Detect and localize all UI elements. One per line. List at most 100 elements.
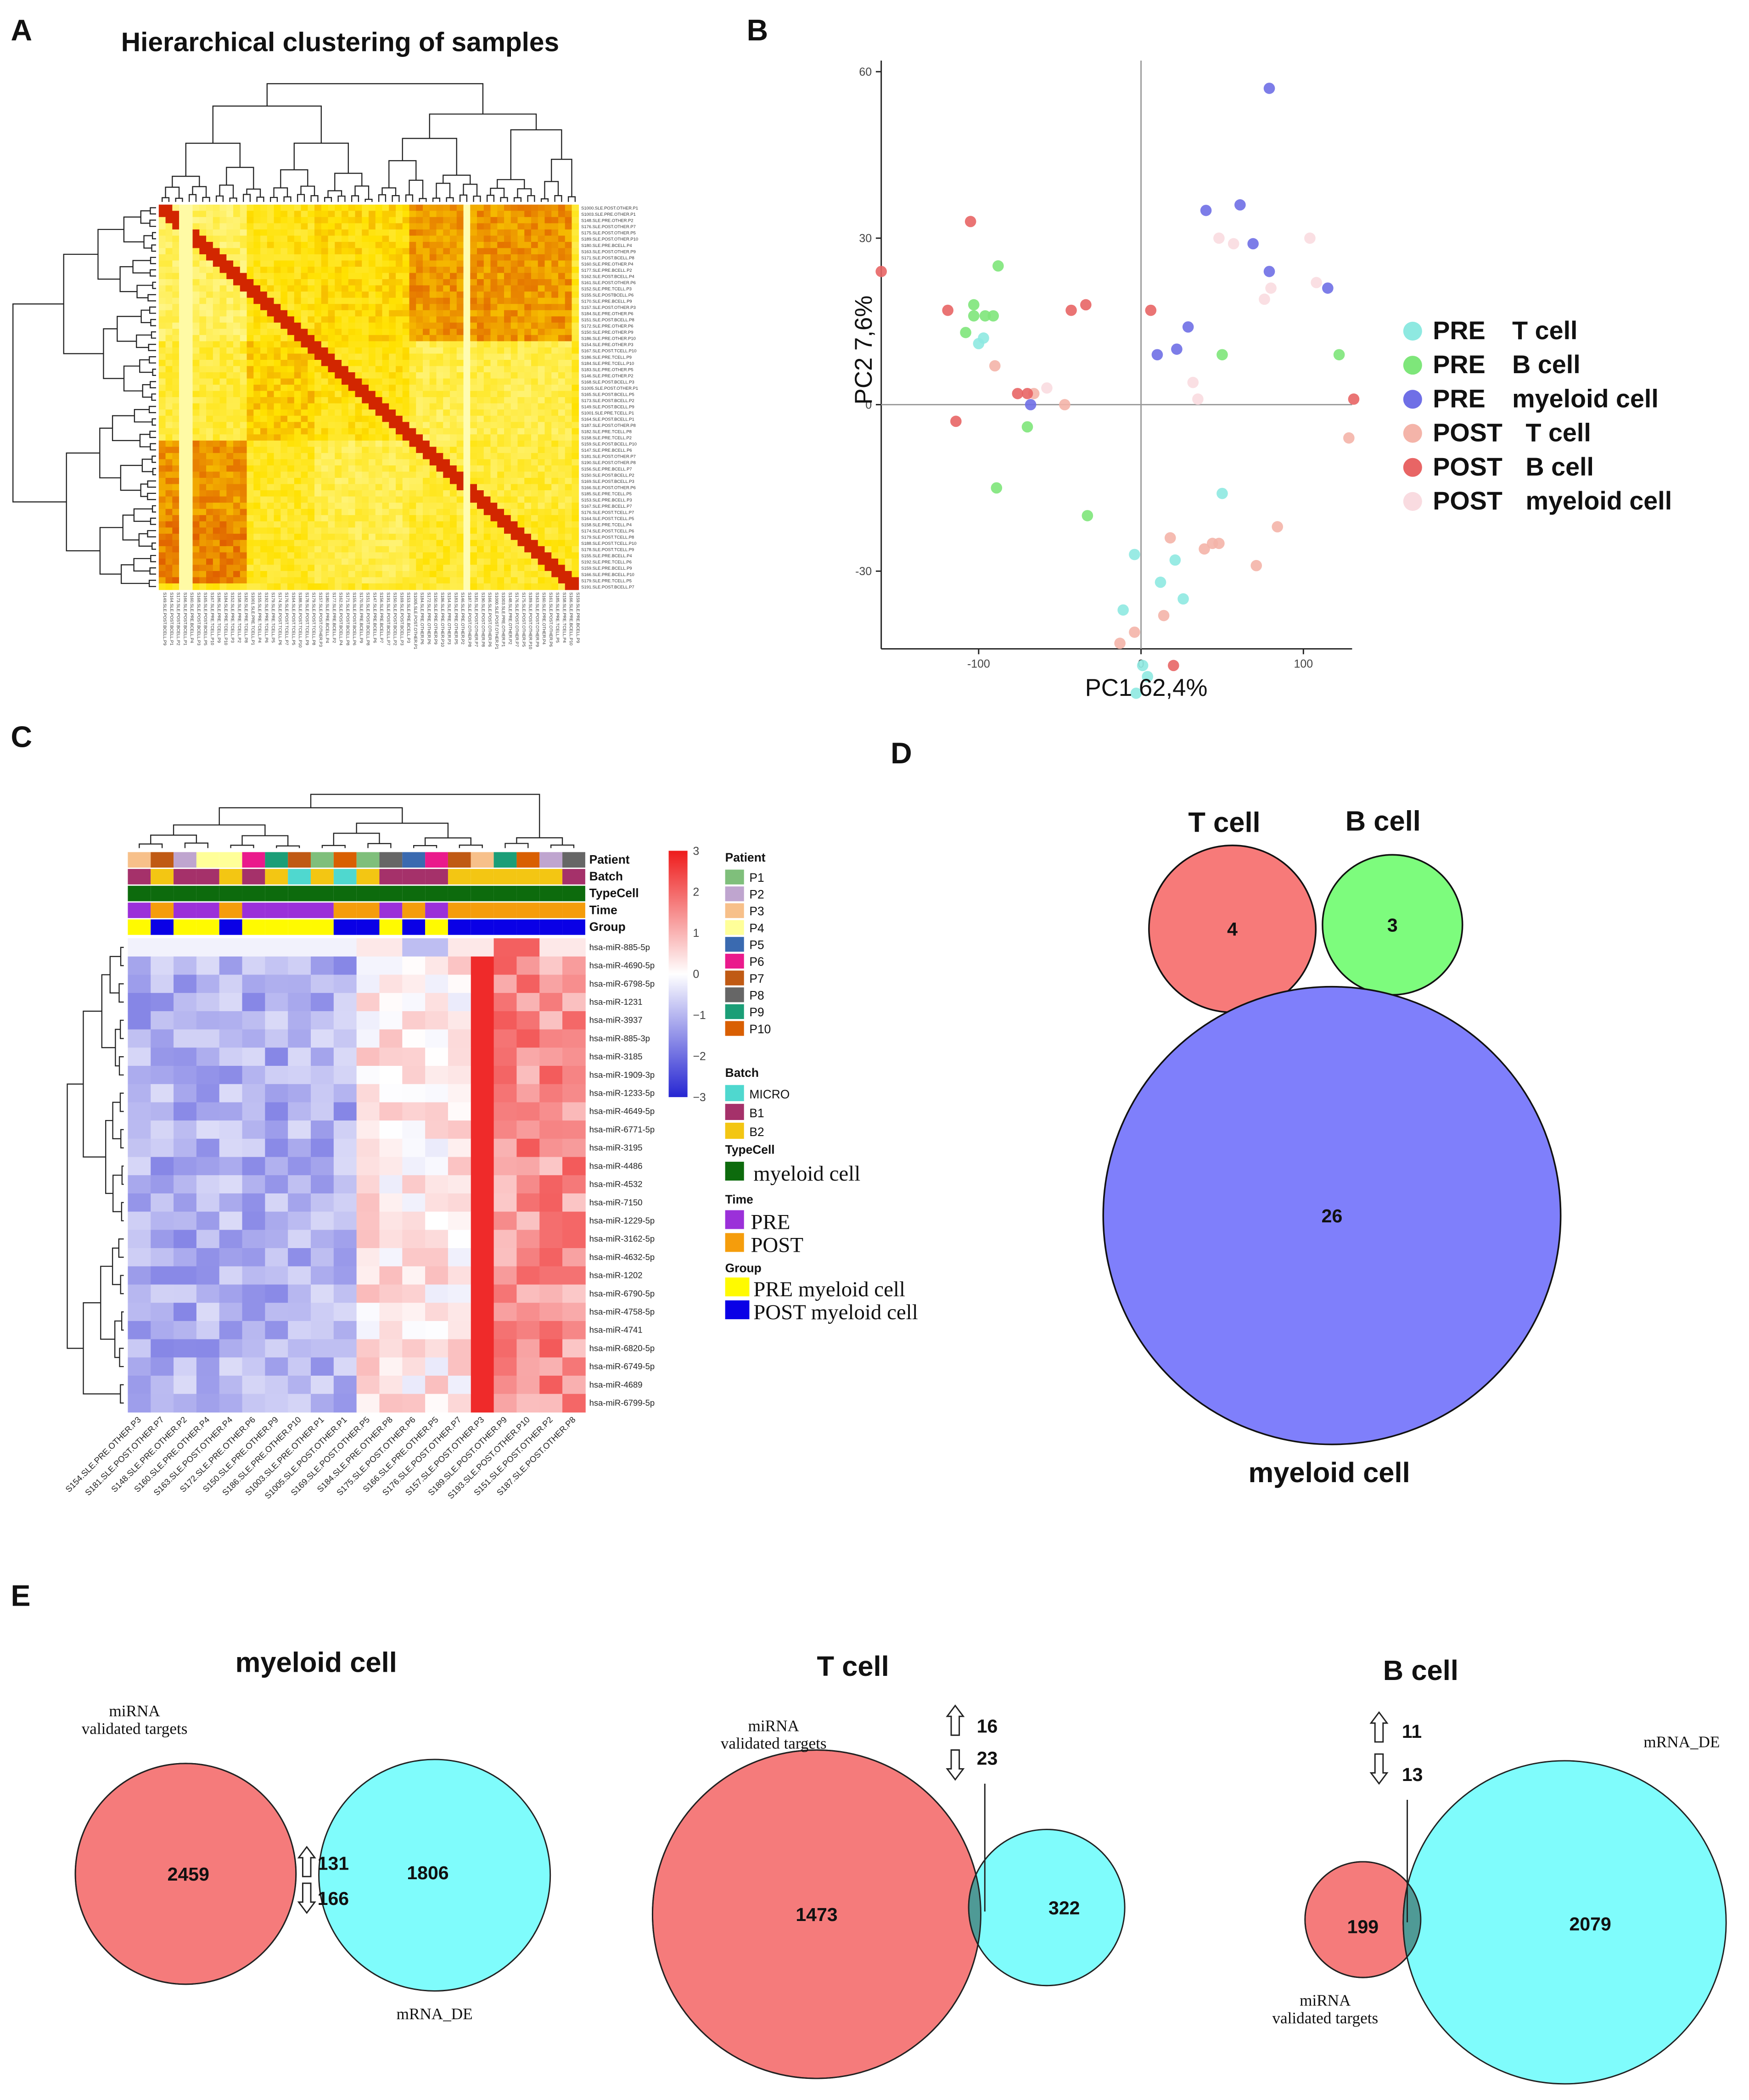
pca-point <box>1343 432 1355 444</box>
heatmap-a-cell <box>213 267 220 274</box>
heatmap-a-cell <box>199 260 207 267</box>
heatmap-a-cell <box>477 316 484 323</box>
heatmap-a-cell <box>240 378 247 385</box>
heatmap-a-cell <box>409 440 417 448</box>
heatmap-a-cell <box>233 521 241 528</box>
heatmap-a-cell <box>402 335 410 342</box>
heatmap-a-cell <box>396 279 403 286</box>
heatmap-a-cell <box>328 459 336 466</box>
heatmap-a-cell <box>280 297 288 305</box>
heatmap-a-cell <box>226 527 234 534</box>
legend-group-swatch <box>725 1300 750 1320</box>
heatmap-a-cell <box>348 366 356 373</box>
heatmap-a-cell <box>497 229 505 236</box>
heatmap-a-cell <box>416 254 423 261</box>
heatmap-a-cell <box>463 316 471 323</box>
heatmap-a-cell <box>531 521 538 528</box>
heatmap-a-cell <box>253 471 261 478</box>
heatmap-a-cell <box>463 341 471 348</box>
heatmap-a-cell <box>233 415 241 423</box>
heatmap-a-cell <box>572 490 579 497</box>
heatmap-a-cell <box>389 447 396 454</box>
heatmap-a-cell <box>321 434 329 441</box>
heatmap-a-cell <box>294 241 302 249</box>
heatmap-a-row-label: S158.SLE.PRE.TCELL.P2 <box>581 436 632 440</box>
heatmap-a-cell <box>355 428 363 435</box>
heatmap-a-cell <box>280 229 288 236</box>
heatmap-a-cell <box>470 434 477 441</box>
heatmap-a-cell <box>504 471 511 478</box>
heatmap-a-cell <box>436 335 444 342</box>
heatmap-c-cell <box>471 1230 494 1249</box>
heatmap-a-cell <box>199 533 207 541</box>
heatmap-a-cell <box>179 478 186 485</box>
heatmap-a-cell <box>185 440 193 448</box>
pca-legend-group: PRE <box>1433 384 1485 413</box>
heatmap-a-cell <box>301 235 308 242</box>
heatmap-a-cell <box>429 235 437 242</box>
heatmap-a-cell <box>483 372 491 379</box>
heatmap-a-cell <box>538 254 545 261</box>
heatmap-a-cell <box>477 335 484 342</box>
heatmap-a-cell <box>362 571 369 578</box>
heatmap-a-cell <box>165 229 173 236</box>
heatmap-a-cell <box>450 329 457 336</box>
heatmap-c-cell <box>265 938 289 957</box>
heatmap-a-cell <box>443 353 450 360</box>
heatmap-a-cell <box>382 571 390 578</box>
heatmap-c-cell <box>562 1284 586 1304</box>
heatmap-a-cell <box>470 484 477 491</box>
heatmap-a-cell <box>199 322 207 330</box>
heatmap-a-cell <box>260 211 268 218</box>
heatmap-a-cell <box>517 378 525 385</box>
heatmap-c-cell <box>219 1321 243 1340</box>
heatmap-a-cell <box>165 235 173 242</box>
heatmap-a-cell <box>558 459 566 466</box>
heatmap-a-cell <box>294 372 302 379</box>
heatmap-a-cell <box>226 428 234 435</box>
heatmap-a-cell <box>429 478 437 485</box>
heatmap-a-cell <box>483 329 491 336</box>
heatmap-a-cell <box>409 422 417 429</box>
heatmap-a-cell <box>463 322 471 330</box>
annot-time-cell <box>333 902 357 918</box>
heatmap-a-cell <box>463 478 471 485</box>
annot-group-cell <box>219 919 242 935</box>
heatmap-a-cell <box>538 211 545 218</box>
heatmap-a-cell <box>490 409 498 416</box>
heatmap-a-cell <box>510 484 518 491</box>
heatmap-a-cell <box>382 267 390 274</box>
heatmap-a-cell <box>253 391 261 398</box>
heatmap-a-cell <box>335 565 342 571</box>
pca-point <box>1263 266 1275 277</box>
pca-y-tick-label: 0 <box>865 398 872 411</box>
heatmap-a-cell <box>369 533 376 541</box>
heatmap-a-cell <box>172 415 179 423</box>
heatmap-a-cell <box>240 403 247 410</box>
heatmap-a-cell <box>206 297 213 305</box>
heatmap-a-cell <box>287 440 295 448</box>
heatmap-a-cell <box>172 359 179 367</box>
heatmap-a-cell <box>396 353 403 360</box>
heatmap-a-cell <box>450 372 457 379</box>
heatmap-a-cell <box>524 515 532 522</box>
heatmap-a-cell <box>314 453 322 460</box>
heatmap-a-cell <box>490 527 498 534</box>
heatmap-a-cell <box>369 241 376 249</box>
heatmap-a-cell <box>308 248 315 255</box>
panel-a-letter: A <box>11 14 32 47</box>
heatmap-a-cell <box>328 291 336 298</box>
heatmap-a-cell <box>538 546 545 553</box>
heatmap-a-cell <box>274 279 281 286</box>
heatmap-c-cell <box>516 1175 540 1194</box>
heatmap-a-cell <box>429 385 437 392</box>
heatmap-a-cell <box>233 285 241 292</box>
heatmap-a-cell <box>544 503 552 510</box>
heatmap-a-cell <box>436 409 444 416</box>
heatmap-a-cell <box>551 329 559 336</box>
heatmap-a-row-label: S176.SLE.POST.OTHER.P7 <box>581 224 636 229</box>
heatmap-a-cell <box>185 385 193 392</box>
pca-point <box>1021 388 1033 399</box>
annot-time-cell <box>425 902 448 918</box>
